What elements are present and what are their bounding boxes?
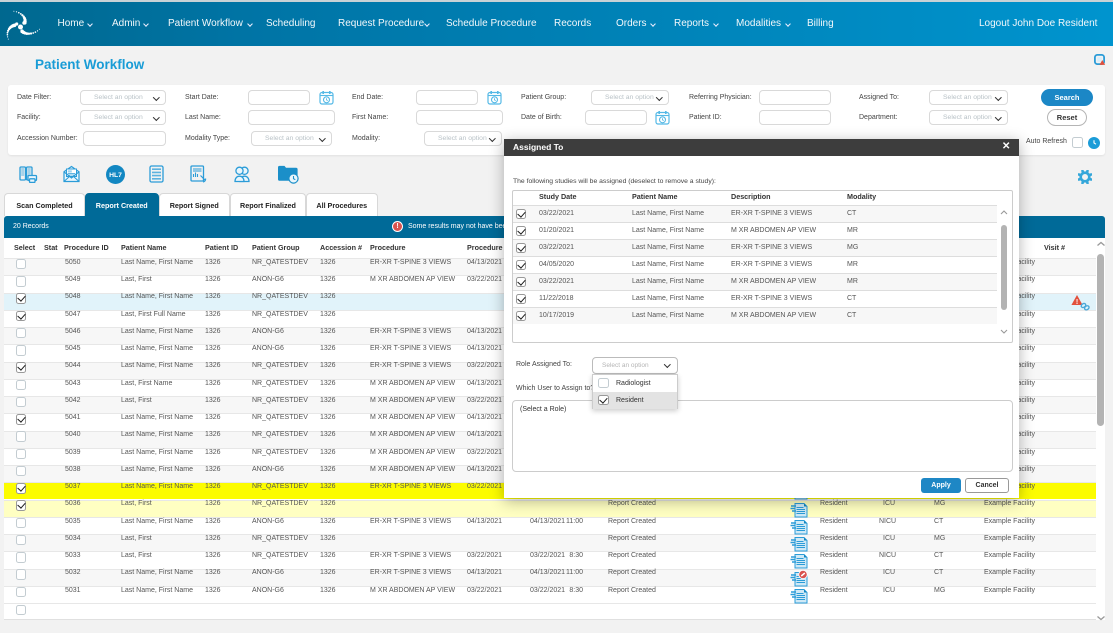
svg-text:!: ! (1076, 299, 1078, 306)
svg-text:HL7: HL7 (109, 172, 122, 179)
